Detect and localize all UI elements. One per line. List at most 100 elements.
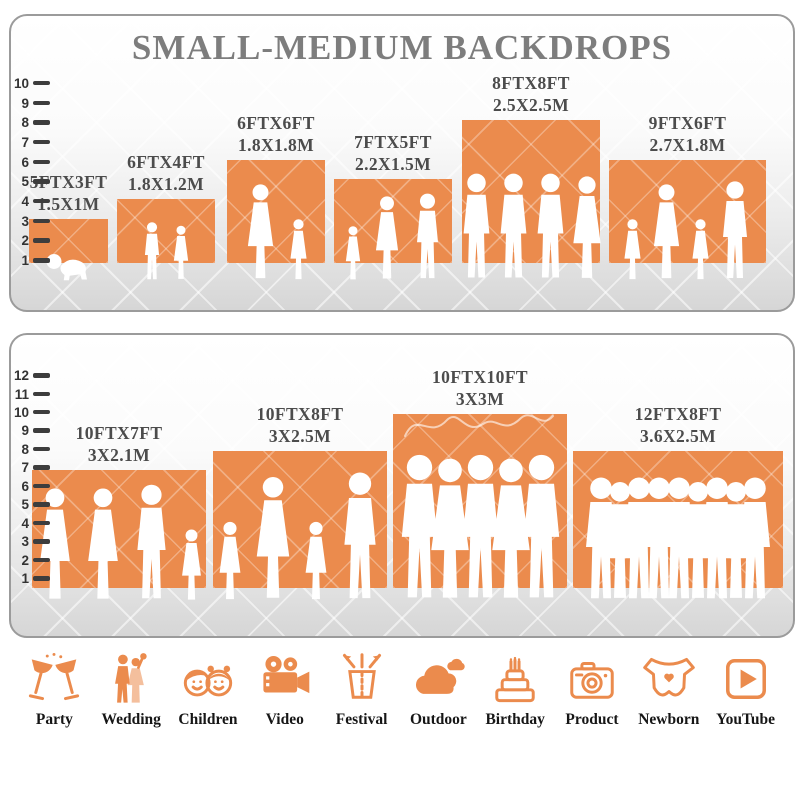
people-silhouettes [334, 193, 452, 281]
man-silhouette [523, 454, 559, 598]
category-item-youtube: YouTube [707, 652, 784, 729]
people-silhouettes [117, 222, 215, 281]
people-silhouettes [393, 454, 567, 602]
size-feet: 6FTX6FT [237, 113, 315, 134]
woman-silhouette [40, 488, 70, 599]
size-feet: 8FTX8FT [492, 73, 570, 94]
size-feet: 7FTX5FT [354, 132, 432, 153]
girl-silhouette [305, 521, 327, 600]
axis-tick-label: 2 [21, 552, 29, 568]
axis-tick [33, 373, 50, 378]
man-silhouette [344, 472, 376, 599]
category-item-outdoor: Outdoor [400, 652, 477, 729]
backdrop-size-label: 6FTX6FT 1.8X1.8M [181, 113, 371, 156]
people-silhouettes [573, 477, 783, 602]
baby-silhouette [46, 254, 87, 281]
axis-tick [33, 576, 50, 581]
axis-tick-label: 5 [21, 497, 29, 513]
people-silhouettes [462, 173, 601, 281]
man-silhouette [664, 477, 694, 599]
woman-silhouette [247, 184, 274, 279]
axis-tick-label: 4 [21, 193, 29, 209]
axis-tick-label: 10 [13, 404, 29, 420]
size-meters: 2.7X1.8M [649, 134, 726, 155]
woman-silhouette [491, 458, 530, 598]
axis-tick [33, 258, 50, 263]
axis-tick [33, 120, 50, 125]
backdrop-size-label: 12FTX8FT 3.6X2.5M [583, 404, 773, 447]
size-meters: 3X2.5M [268, 425, 332, 446]
category-item-product: Product [554, 652, 631, 729]
backdrop-size-label: 5FTX3FT 1.5X1M [0, 172, 164, 215]
size-feet: 10FTX10FT [432, 367, 528, 388]
category-item-festival: Festival [323, 652, 400, 729]
axis-tick [33, 159, 50, 165]
category-label: Newborn [638, 711, 700, 728]
axis-tick [33, 238, 50, 243]
category-item-party: Party [16, 652, 93, 729]
category-label: Wedding [101, 711, 161, 728]
category-item-children: Children [170, 652, 247, 729]
category-label: Video [265, 711, 304, 728]
category-label: Outdoor [409, 711, 467, 728]
children-icon [183, 665, 233, 697]
size-feet: 6FTX4FT [127, 152, 205, 173]
people-silhouettes [227, 184, 325, 281]
axis-tick [33, 139, 50, 145]
size-meters: 2.2X1.5M [354, 153, 432, 174]
category-label: Children [178, 711, 238, 728]
axis-tick-label: 3 [21, 213, 29, 229]
axis-tick-label: 5 [21, 174, 29, 190]
woman-silhouette [375, 196, 398, 279]
axis-tick [33, 409, 50, 415]
category-item-newborn: Newborn [630, 652, 707, 729]
man-silhouette [723, 181, 747, 278]
category-label: Product [565, 711, 619, 728]
girl-silhouette [219, 521, 241, 600]
size-feet: 12FTX8FT [634, 404, 722, 425]
axis-tick-label: 1 [21, 571, 29, 586]
watermark-script [404, 414, 554, 437]
newborn-icon [642, 657, 695, 697]
category-item-wedding: Wedding [93, 652, 170, 729]
axis-tick [33, 502, 50, 507]
youtube-icon [725, 659, 766, 699]
size-meters: 3X3M [455, 388, 505, 409]
axis-tick-label: 8 [21, 441, 29, 457]
size-meters: 1.8X1.2M [127, 173, 205, 194]
axis-tick [33, 391, 50, 396]
man-silhouette [500, 173, 526, 278]
man-silhouette [463, 173, 489, 278]
axis-tick [33, 539, 50, 544]
axis-tick [33, 428, 50, 433]
backdrop-size-label: 9FTX6FT 2.7X1.8M [593, 113, 783, 156]
axis-tick [33, 100, 50, 106]
man-silhouette [702, 477, 732, 599]
man-silhouette [740, 477, 770, 599]
axis-tick-label: 10 [13, 75, 29, 91]
axis-tick-label: 1 [21, 253, 29, 268]
size-meters: 1.5X1M [37, 193, 100, 214]
size-meters: 3X2.1M [87, 444, 151, 465]
category-label: YouTube [716, 711, 776, 728]
axis-tick [33, 557, 50, 563]
woman-silhouette [430, 458, 469, 598]
backdrop-size-label: 10FTX10FT 3X3M [385, 367, 575, 410]
man-silhouette [416, 193, 438, 279]
man-silhouette [462, 454, 498, 598]
axis-tick-label: 12 [13, 368, 29, 384]
axis-tick-label: 7 [21, 460, 29, 476]
girl-silhouette [692, 219, 709, 280]
backdrop-size-label: 10FTX8FT 3X2.5M [205, 404, 395, 447]
category-row: Party Wedding Children Video Festival Outdoor… [16, 652, 784, 729]
man-silhouette [537, 173, 563, 278]
girl-silhouette [173, 225, 189, 279]
boy-silhouette [144, 222, 160, 280]
people-silhouettes [29, 251, 108, 281]
category-label: Party [35, 711, 73, 728]
panel-small-medium-backdrops: SMALL-MEDIUM BACKDROPS 10 9 8 7 6 5 4 3 2 1 5FTX3… [9, 14, 795, 312]
people-silhouettes [609, 181, 766, 281]
axis-tick [33, 179, 50, 184]
category-item-video: Video [246, 652, 323, 729]
